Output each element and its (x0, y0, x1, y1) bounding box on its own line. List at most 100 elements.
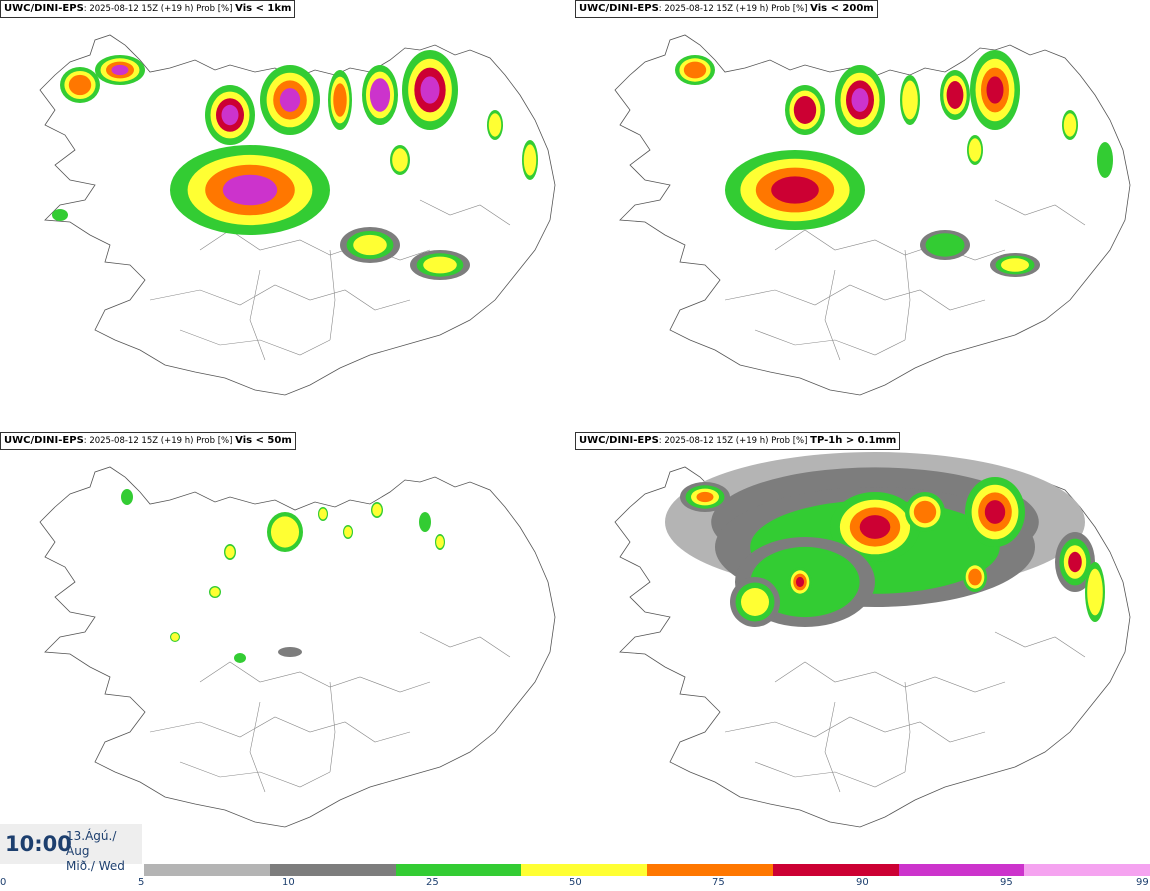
coastline (39, 466, 556, 828)
probability-contour (279, 88, 301, 112)
probability-contour (793, 96, 817, 124)
coastline-path (614, 34, 1131, 396)
valid-date: 13.Ágú./ Aug Mið./ Wed (66, 829, 142, 874)
probability-contour (946, 81, 964, 109)
probability-field (121, 489, 445, 663)
boundary-line (419, 631, 511, 658)
iceland-map-vis-50m (39, 466, 556, 828)
legend-tick-label: 25 (426, 877, 439, 888)
probability-contour (436, 535, 444, 549)
probability-contour (902, 80, 918, 120)
probability-contour (111, 64, 129, 76)
boundary-line (904, 681, 911, 773)
iceland-map-vis-1km (39, 34, 556, 396)
boundary-line (724, 284, 986, 311)
probability-contour (210, 587, 220, 597)
probability-contour (423, 256, 457, 274)
boundary-line (199, 661, 431, 693)
probability-contour (353, 234, 387, 256)
legend-swatch (269, 864, 396, 876)
boundary-line (824, 269, 841, 361)
probability-field (52, 50, 538, 280)
probability-contour (344, 526, 352, 538)
probability-contour (222, 174, 278, 206)
map-panel-vis-200m: UWC/DINI-EPS: 2025-08-12 15Z (+19 h) Pro… (575, 0, 1150, 432)
probability-contour (771, 176, 819, 204)
boundary-line (774, 661, 1006, 693)
boundary-line (249, 269, 266, 361)
legend-tick-label: 95 (1000, 877, 1013, 888)
probability-contour (278, 647, 302, 657)
boundary-line (329, 249, 336, 341)
legend-tick-label: 75 (712, 877, 725, 888)
probability-field (675, 50, 1113, 277)
coastline (614, 34, 1131, 396)
iceland-map-precip (614, 452, 1131, 828)
panel-title: UWC/DINI-EPS: 2025-08-12 15Z (+19 h) Pro… (0, 432, 296, 450)
legend-colorbar (144, 864, 1150, 876)
probability-contour (319, 508, 327, 520)
boundary-line (904, 249, 911, 341)
boundary-line (994, 199, 1086, 226)
date-line-2: Mið./ Wed (66, 859, 125, 873)
boundary-line (179, 761, 331, 788)
probability-contour (859, 515, 891, 539)
map-panel-vis-50m: UWC/DINI-EPS: 2025-08-12 15Z (+19 h) Pro… (0, 432, 575, 864)
map-panel-vis-1km: UWC/DINI-EPS: 2025-08-12 15Z (+19 h) Pro… (0, 0, 575, 432)
legend-tick-label: 10 (282, 877, 295, 888)
probability-contour (68, 74, 92, 96)
coastline-path (39, 466, 556, 828)
legend-swatch (772, 864, 899, 876)
probability-contour (968, 568, 982, 586)
panel-title: UWC/DINI-EPS: 2025-08-12 15Z (+19 h) Pro… (575, 432, 901, 450)
iceland-map-vis-200m (614, 34, 1131, 396)
probability-contour (984, 500, 1006, 524)
probability-contour (221, 104, 239, 126)
probability-contour (696, 491, 714, 503)
map-panel-precip: UWC/DINI-EPS: 2025-08-12 15Z (+19 h) Pro… (575, 432, 1150, 864)
probability-contour (171, 633, 179, 641)
date-line-1: 13.Ágú./ Aug (66, 829, 117, 858)
legend-tick-label: 50 (569, 877, 582, 888)
probability-field (665, 452, 1105, 627)
legend-tick-label: 99 (1136, 877, 1149, 888)
probability-contour (369, 78, 391, 112)
probability-contour (683, 61, 707, 79)
panel-title: UWC/DINI-EPS: 2025-08-12 15Z (+19 h) Pro… (575, 0, 878, 18)
probability-contour (52, 209, 68, 221)
probability-contour (488, 113, 502, 137)
legend-swatch (395, 864, 522, 876)
probability-contour (1068, 551, 1082, 573)
boundary-line (724, 716, 986, 743)
probability-contour (234, 653, 246, 663)
probability-contour (419, 512, 431, 532)
legend-tick-label: 90 (856, 877, 869, 888)
probability-contour (968, 138, 982, 162)
boundary-line (754, 761, 906, 788)
probability-contour (1087, 568, 1103, 616)
probability-contour (333, 83, 347, 117)
boundary-line (179, 329, 331, 356)
legend-swatch (144, 864, 270, 876)
probability-contour (913, 500, 937, 524)
legend-tick-label: 5 (138, 877, 145, 888)
probability-contour (270, 516, 300, 548)
probability-contour (1097, 142, 1113, 178)
boundary-line (149, 716, 411, 743)
boundary-line (419, 199, 511, 226)
probability-contour (372, 503, 382, 517)
legend-ticks: 0 5 10 25 50 75 90 95 99 (0, 877, 1150, 891)
boundary-line (824, 701, 841, 793)
boundary-line (249, 701, 266, 793)
probability-contour (741, 588, 769, 616)
probability-contour (795, 576, 805, 588)
probability-contour (523, 144, 537, 176)
probability-contour (986, 76, 1004, 104)
boundary-line (994, 631, 1086, 658)
probability-contour (1001, 258, 1029, 272)
probability-contour (851, 88, 869, 112)
legend-swatch (521, 864, 647, 876)
panel-title: UWC/DINI-EPS: 2025-08-12 15Z (+19 h) Pro… (0, 0, 296, 18)
probability-contour (925, 233, 965, 257)
coastline-path (39, 34, 556, 396)
